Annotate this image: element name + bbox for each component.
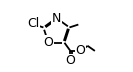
Text: N: N (52, 12, 61, 24)
Text: O: O (76, 44, 85, 57)
Text: O: O (65, 55, 75, 67)
Text: O: O (43, 36, 53, 49)
Text: Cl: Cl (27, 17, 39, 30)
